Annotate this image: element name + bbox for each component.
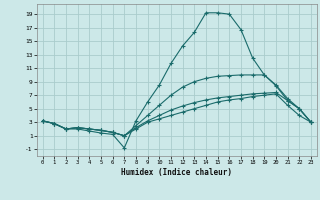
- X-axis label: Humidex (Indice chaleur): Humidex (Indice chaleur): [121, 168, 232, 177]
